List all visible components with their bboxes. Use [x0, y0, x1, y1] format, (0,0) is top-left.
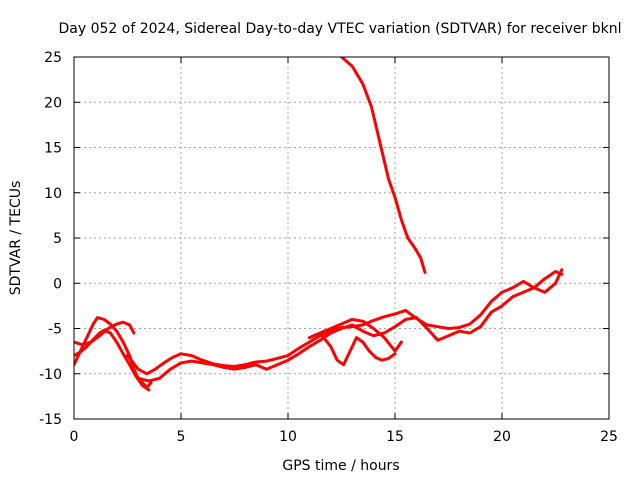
chart-title: Day 052 of 2024, Sidereal Day-to-day VTE…	[59, 21, 622, 37]
x-axis-ticks: 0 5 10 15 20 25	[70, 57, 618, 445]
x-tick-label: 15	[386, 429, 404, 445]
y-tick-label: -10	[39, 367, 62, 383]
y-tick-label: -15	[39, 412, 62, 428]
y-tick-label: 25	[44, 50, 62, 66]
series-arc-3	[74, 328, 151, 392]
y-tick-label: 20	[44, 95, 62, 111]
series-arc-2	[74, 320, 136, 347]
y-axis-ticks: -15 -10 -5 0 5 10 15 20 25	[39, 50, 609, 428]
y-tick-label: 15	[44, 141, 62, 157]
x-tick-label: 10	[279, 429, 297, 445]
series-arc-5	[136, 270, 564, 383]
series-layer	[74, 57, 564, 392]
series-arc-8	[340, 57, 427, 274]
x-tick-label: 20	[493, 429, 511, 445]
x-axis-label: GPS time / hours	[282, 458, 399, 474]
y-axis-label: SDTVAR / TECUs	[8, 181, 24, 296]
y-tick-label: 5	[53, 231, 62, 247]
y-tick-label: 0	[53, 276, 62, 292]
y-tick-label: 10	[44, 186, 62, 202]
series-arc-6	[307, 317, 403, 353]
x-tick-label: 0	[70, 429, 79, 445]
y-tick-label: -5	[48, 322, 62, 338]
series-arc-7	[318, 331, 397, 367]
x-tick-label: 25	[600, 429, 618, 445]
x-tick-label: 5	[177, 429, 186, 445]
